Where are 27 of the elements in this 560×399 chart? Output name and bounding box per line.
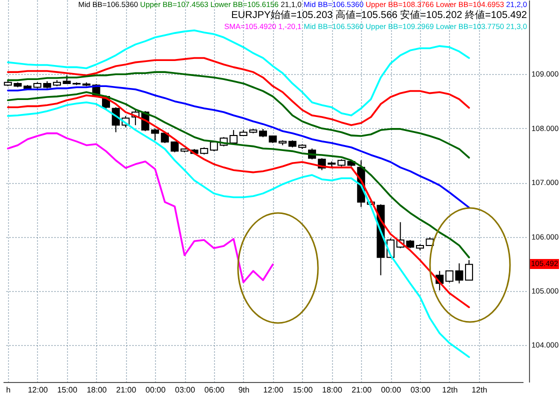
x-tick-label: 21:00 (116, 386, 137, 394)
line-series (7, 71, 470, 159)
line-series (7, 91, 470, 258)
line-series (7, 132, 274, 284)
x-tick-label: 12th (442, 386, 458, 394)
x-tick-label: 9th (238, 386, 250, 394)
x-tick-label: 12:00 (28, 386, 48, 394)
x-tick-label: 21:00 (352, 386, 372, 394)
x-tick-label: 00:00 (381, 386, 402, 394)
x-tick-label: 12:00 (263, 386, 284, 394)
line-series (7, 85, 470, 208)
x-tick-label: 06:00 (204, 386, 225, 394)
candlestick (465, 260, 474, 281)
line-series (7, 29, 470, 116)
x-tick-label: 03:00 (174, 386, 196, 394)
x-tick-label: 00:00 (146, 386, 166, 394)
line-series (7, 102, 470, 358)
line-series (7, 94, 470, 308)
x-tick-label: 15:00 (292, 386, 314, 394)
annotation: EURJPY始値=105.203 高値=105.566 安値=105.202 終値=105.492 (231, 10, 527, 21)
x-tick-label: 18:00 (322, 386, 343, 394)
line-series (7, 57, 470, 126)
x-tick-label: 15:00 (57, 386, 78, 394)
x-tick-label: h (6, 386, 11, 394)
x-tick-label: 03:00 (410, 386, 432, 394)
x-tick-label: 18:00 (86, 386, 108, 394)
x-tick-label: 12th (472, 386, 488, 394)
